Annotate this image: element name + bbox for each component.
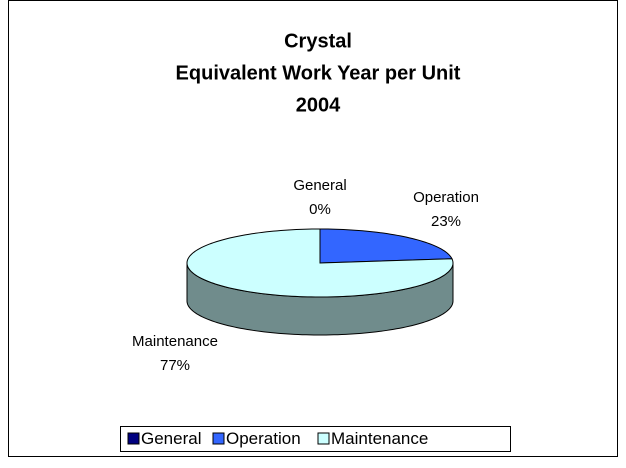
data-label-name: General (293, 177, 346, 194)
legend-swatch (317, 432, 330, 445)
data-label-value: 77% (160, 357, 190, 374)
chart-title: 2004 (296, 94, 341, 116)
chart-frame (8, 0, 618, 457)
data-label-name: Maintenance (132, 333, 218, 350)
data-label-name: Operation (413, 189, 479, 206)
data-label-value: 23% (431, 213, 461, 230)
legend-label: General (141, 429, 201, 448)
legend-label: Operation (226, 429, 301, 448)
legend-box (120, 426, 511, 452)
legend-swatch (212, 432, 225, 445)
chart-title: Crystal (284, 30, 352, 52)
slice (186, 228, 454, 298)
data-label-value: 0% (309, 201, 331, 218)
legend-label: Maintenance (331, 429, 428, 448)
chart-title: Equivalent Work Year per Unit (176, 62, 461, 84)
legend-swatch (127, 432, 140, 445)
slice (319, 228, 453, 264)
